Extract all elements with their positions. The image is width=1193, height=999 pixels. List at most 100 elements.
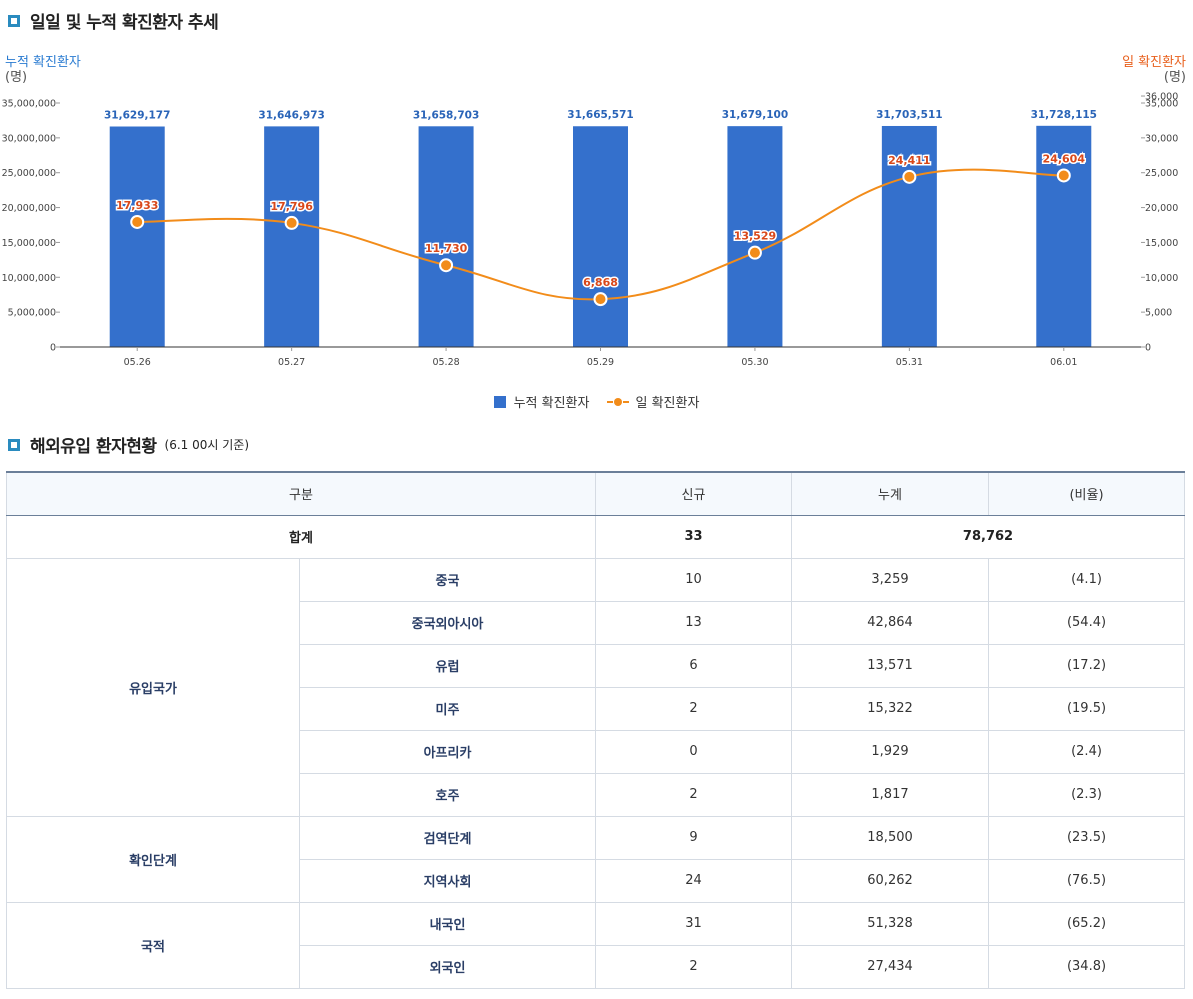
table-row: 확인단계 검역단계 9 18,500 (23.5)	[6, 815, 1186, 903]
line-point-daily	[1056, 168, 1071, 183]
section-title-text: 해외유입 환자현황	[30, 437, 157, 457]
row-cumulative: 15,322	[791, 686, 990, 731]
bar-cumulative	[109, 126, 165, 347]
row-ratio: (19.5)	[988, 686, 1186, 731]
group-label: 국적	[6, 901, 300, 989]
legend-label-cumulative: 누적 확진환자	[513, 396, 590, 411]
legend-item-daily[interactable]: 일 확진환자	[607, 392, 699, 411]
section-subtitle: (6.1 00시 기준)	[164, 438, 250, 452]
bar-data-label: 31,728,115	[1031, 109, 1097, 121]
left-tick-label: 0	[50, 343, 56, 354]
bar-data-label: 31,646,973	[258, 109, 324, 121]
row-ratio: (76.5)	[988, 858, 1186, 903]
left-tick-label: 30,000,000	[2, 133, 56, 144]
section-title-text: 일일 및 누적 확진환자 추세	[30, 13, 219, 33]
right-tick-label: 0	[1145, 343, 1151, 354]
table-row: 아프리카 0 1,929 (2.4)	[7, 729, 1186, 774]
row-new: 13	[595, 600, 793, 645]
left-axis-unit: (명)	[5, 70, 27, 85]
line-data-label: 6,868	[583, 276, 618, 289]
legend-label-daily: 일 확진환자	[635, 396, 700, 411]
header-new: 신규	[595, 471, 793, 516]
row-label: 아프리카	[298, 729, 597, 774]
header-category: 구분	[5, 471, 597, 516]
left-tick-label: 15,000,000	[2, 238, 56, 249]
header-cumulative: 누계	[791, 471, 990, 516]
line-point-daily	[130, 214, 145, 229]
line-point-daily	[593, 292, 608, 307]
left-tick-label: 5,000,000	[8, 308, 56, 319]
row-cumulative: 18,500	[791, 815, 990, 860]
row-new: 31	[595, 901, 793, 946]
row-label: 지역사회	[298, 858, 597, 903]
legend-item-cumulative[interactable]: 누적 확진환자	[493, 392, 590, 411]
overseas-cases-table: 구분 신규 누계 (비율) 합계 33 78,762 유입국가 중국 10 3,259…	[5, 471, 1186, 989]
row-label: 유럽	[298, 643, 597, 688]
row-ratio: (34.8)	[988, 944, 1186, 989]
bar-data-label: 31,629,177	[104, 109, 170, 121]
title-square-icon	[8, 14, 20, 27]
right-tick-label: 36,000	[1145, 92, 1178, 103]
header-ratio: (비율)	[988, 471, 1186, 516]
table-row: 유입국가 중국 10 3,259 (4.1)	[6, 557, 1186, 817]
table-row: 호주 2 1,817 (2.3)	[7, 772, 1186, 817]
x-tick-label: 05.28	[432, 357, 459, 368]
row-ratio: (54.4)	[988, 600, 1186, 645]
bar-cumulative	[1036, 125, 1092, 347]
left-tick-label: 10,000,000	[2, 273, 56, 284]
right-tick-label: 15,000	[1145, 238, 1178, 249]
line-point-daily	[902, 169, 917, 184]
title-square-icon	[8, 438, 20, 451]
row-new: 0	[595, 729, 793, 774]
row-cumulative: 3,259	[791, 557, 990, 602]
right-tick-label: 35,000	[1145, 99, 1178, 110]
bar-cumulative	[264, 126, 320, 347]
row-cumulative: 51,328	[791, 901, 990, 946]
row-ratio: (23.5)	[988, 815, 1186, 860]
row-new: 24	[595, 858, 793, 903]
right-axis-title: 일 확진환자	[1122, 55, 1186, 70]
table-row: 국적 내국인 31 51,328 (65.2)	[6, 901, 1186, 989]
row-new: 10	[595, 557, 793, 602]
total-label: 합계	[5, 514, 597, 559]
legend-line-swatch-icon	[607, 396, 630, 408]
line-data-label: 13,529	[734, 230, 776, 243]
combo-chart: 누적 확진환자(명)일 확진환자(명)05,000,00010,000,0001…	[2, 55, 1186, 368]
line-data-label: 24,411	[888, 154, 930, 167]
bar-cumulative	[573, 126, 628, 348]
row-label: 중국	[298, 557, 597, 602]
row-cumulative: 42,864	[791, 600, 990, 645]
table-row: 외국인 2 27,434 (34.8)	[7, 944, 1186, 989]
row-label: 외국인	[298, 944, 597, 989]
row-new: 6	[595, 643, 793, 688]
bar-cumulative	[418, 126, 474, 347]
left-tick-label: 35,000,000	[2, 99, 56, 110]
line-data-label: 17,933	[116, 199, 158, 212]
row-cumulative: 1,817	[791, 772, 990, 817]
row-cumulative: 13,571	[791, 643, 990, 688]
row-cumulative: 27,434	[791, 944, 990, 989]
row-label: 호주	[298, 772, 597, 817]
group-label: 유입국가	[6, 557, 300, 817]
row-ratio: (65.2)	[988, 901, 1186, 946]
x-tick-label: 06.01	[1050, 357, 1077, 368]
left-tick-label: 25,000,000	[2, 168, 56, 179]
row-new: 2	[595, 772, 793, 817]
bar-cumulative	[727, 126, 783, 347]
line-data-label: 17,796	[270, 200, 313, 213]
row-label: 내국인	[298, 901, 597, 946]
chart-legend: 누적 확진환자 일 확진환자	[0, 392, 1193, 411]
bar-data-label: 31,658,703	[413, 109, 479, 121]
table-row: 지역사회 24 60,262 (76.5)	[7, 858, 1186, 903]
total-new: 33	[595, 514, 793, 559]
section-title-overseas: 해외유입 환자현황 (6.1 00시 기준)	[8, 432, 249, 457]
bar-data-label: 31,703,511	[876, 109, 942, 121]
x-tick-label: 05.31	[896, 357, 923, 368]
row-label: 미주	[298, 686, 597, 731]
table-row: 미주 2 15,322 (19.5)	[7, 686, 1186, 731]
x-tick-label: 05.27	[278, 357, 305, 368]
row-new: 2	[595, 944, 793, 989]
row-cumulative: 1,929	[791, 729, 990, 774]
bar-data-label: 31,679,100	[722, 109, 788, 121]
row-label: 중국외아시아	[298, 600, 597, 645]
